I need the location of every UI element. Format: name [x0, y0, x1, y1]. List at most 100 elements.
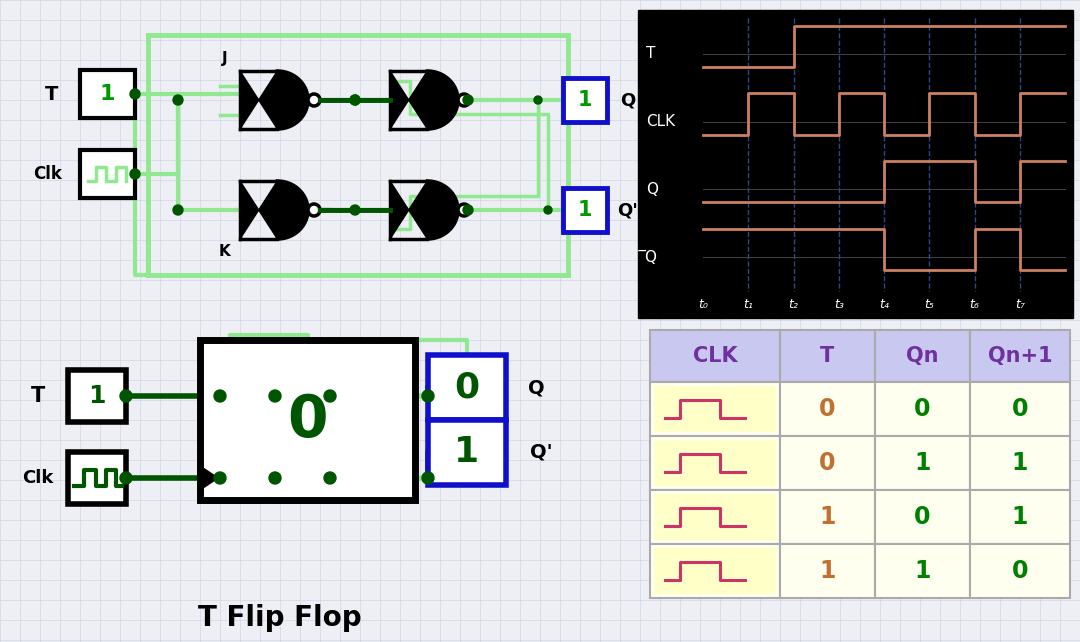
- Bar: [80, 150, 135, 198]
- Circle shape: [534, 96, 542, 104]
- Text: Qn: Qn: [906, 346, 939, 366]
- Bar: [650, 330, 780, 382]
- Text: CLK: CLK: [646, 114, 675, 129]
- Bar: [780, 436, 875, 490]
- Text: 1: 1: [89, 384, 106, 408]
- Bar: [970, 490, 1070, 544]
- Bar: [650, 544, 780, 598]
- Bar: [780, 490, 875, 544]
- Text: 0: 0: [915, 397, 931, 421]
- Circle shape: [350, 95, 360, 105]
- Bar: [563, 78, 607, 122]
- Circle shape: [422, 472, 434, 484]
- Text: 1: 1: [99, 84, 116, 104]
- Text: Q: Q: [528, 378, 544, 397]
- Text: T: T: [31, 386, 45, 406]
- Bar: [654, 548, 777, 594]
- Bar: [780, 382, 875, 436]
- Bar: [200, 340, 415, 500]
- Bar: [428, 355, 507, 420]
- Circle shape: [269, 390, 281, 402]
- Circle shape: [422, 390, 434, 402]
- Bar: [650, 436, 780, 490]
- Text: 0: 0: [820, 451, 836, 475]
- Text: t₆: t₆: [970, 298, 980, 311]
- Circle shape: [120, 472, 132, 484]
- Text: t₇: t₇: [1015, 298, 1025, 311]
- Text: 1: 1: [820, 559, 836, 583]
- Bar: [80, 70, 135, 118]
- Polygon shape: [200, 466, 218, 490]
- Text: 0: 0: [287, 392, 327, 449]
- Text: Clk: Clk: [33, 165, 63, 183]
- Text: Q: Q: [620, 91, 636, 109]
- Bar: [563, 188, 607, 232]
- Text: J: J: [222, 51, 228, 67]
- Bar: [654, 440, 777, 486]
- Circle shape: [214, 472, 226, 484]
- Text: 1: 1: [578, 200, 592, 220]
- Text: 0: 0: [455, 370, 480, 404]
- Text: 1: 1: [455, 435, 480, 469]
- Text: K: K: [219, 243, 231, 259]
- Circle shape: [324, 390, 336, 402]
- Circle shape: [173, 205, 183, 215]
- Text: Qn+1: Qn+1: [988, 346, 1052, 366]
- Circle shape: [463, 205, 473, 215]
- Bar: [650, 382, 780, 436]
- Bar: [68, 452, 126, 504]
- Bar: [970, 382, 1070, 436]
- Text: 1: 1: [578, 90, 592, 110]
- Circle shape: [324, 472, 336, 484]
- Text: T: T: [45, 85, 58, 103]
- Text: t₅: t₅: [924, 298, 934, 311]
- Text: t₁: t₁: [743, 298, 753, 311]
- Text: 0: 0: [1012, 397, 1028, 421]
- Circle shape: [173, 95, 183, 105]
- Circle shape: [458, 94, 470, 106]
- Bar: [428, 420, 507, 485]
- Bar: [875, 330, 970, 382]
- Circle shape: [350, 205, 360, 215]
- Text: Q': Q': [529, 443, 552, 462]
- Circle shape: [130, 89, 140, 99]
- Bar: [780, 544, 875, 598]
- Circle shape: [120, 390, 132, 402]
- Circle shape: [214, 390, 226, 402]
- Text: t₄: t₄: [879, 298, 889, 311]
- Text: Clk: Clk: [23, 469, 54, 487]
- Text: 1: 1: [915, 559, 931, 583]
- Text: 1: 1: [1012, 505, 1028, 529]
- Circle shape: [544, 206, 552, 214]
- Text: 1: 1: [915, 451, 931, 475]
- Bar: [68, 370, 126, 422]
- Text: t₀: t₀: [698, 298, 707, 311]
- Bar: [875, 382, 970, 436]
- Text: T: T: [821, 346, 835, 366]
- Text: Q': Q': [618, 201, 638, 219]
- Bar: [650, 490, 780, 544]
- Circle shape: [308, 204, 320, 216]
- Text: CLK: CLK: [692, 346, 738, 366]
- Circle shape: [269, 472, 281, 484]
- Bar: [875, 490, 970, 544]
- Text: 0: 0: [820, 397, 836, 421]
- Bar: [780, 330, 875, 382]
- Polygon shape: [240, 71, 308, 129]
- Bar: [970, 544, 1070, 598]
- Circle shape: [350, 95, 360, 105]
- Bar: [970, 436, 1070, 490]
- Bar: [654, 386, 777, 432]
- Polygon shape: [240, 181, 308, 239]
- Text: T: T: [646, 46, 656, 62]
- Bar: [638, 10, 1074, 318]
- Text: 1: 1: [820, 505, 836, 529]
- Bar: [654, 494, 777, 540]
- Text: 0: 0: [915, 505, 931, 529]
- Text: t₃: t₃: [834, 298, 843, 311]
- Circle shape: [463, 95, 473, 105]
- Bar: [970, 330, 1070, 382]
- Text: 1: 1: [1012, 451, 1028, 475]
- Text: 0: 0: [1012, 559, 1028, 583]
- Text: T Flip Flop: T Flip Flop: [199, 604, 362, 632]
